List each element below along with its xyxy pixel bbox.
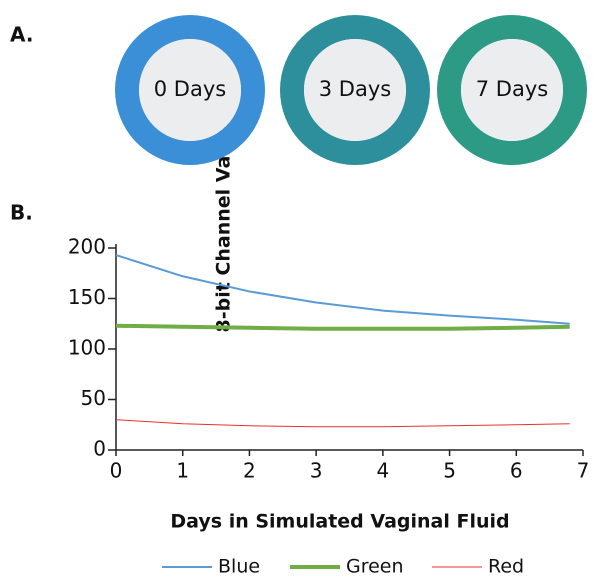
x-tick-label: 7	[577, 459, 590, 483]
x-axis-label: Days in Simulated Vaginal Fluid	[170, 511, 509, 533]
legend-label: Green	[346, 556, 404, 578]
panel-label: A.	[10, 23, 33, 47]
legend-label: Red	[488, 556, 524, 578]
panel-label: B.	[10, 201, 33, 225]
x-tick-label: 5	[443, 459, 456, 483]
y-tick-label: 100	[68, 336, 106, 360]
series-line	[116, 326, 570, 329]
x-tick-label: 4	[376, 459, 389, 483]
x-tick-label: 1	[176, 459, 189, 483]
x-tick-label: 3	[310, 459, 323, 483]
series-line	[116, 255, 570, 324]
x-tick-label: 0	[110, 459, 123, 483]
y-tick-label: 50	[81, 386, 106, 410]
x-tick-label: 2	[243, 459, 256, 483]
ring-label: 0 Days	[154, 77, 226, 101]
figure: A. B. 8-bit Channel Values Days in Simul…	[0, 0, 597, 578]
y-tick-label: 200	[68, 235, 106, 259]
legend-label: Blue	[218, 556, 260, 578]
y-tick-label: 150	[68, 285, 106, 309]
x-tick-label: 6	[510, 459, 523, 483]
y-tick-label: 0	[93, 437, 106, 461]
series-line	[116, 420, 570, 427]
ring-label: 3 Days	[319, 77, 391, 101]
ring-label: 7 Days	[476, 77, 548, 101]
